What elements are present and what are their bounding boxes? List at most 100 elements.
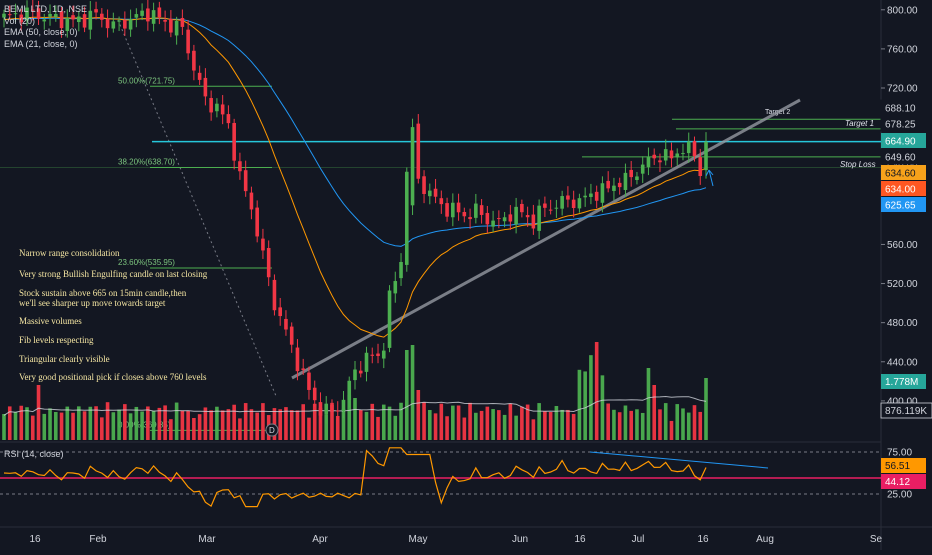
time-tick-label: Aug	[756, 534, 774, 545]
candle-body	[261, 238, 265, 251]
volume-bar	[594, 342, 599, 440]
volume-bar	[376, 416, 380, 440]
volume-bar	[318, 407, 323, 440]
candle-body	[243, 170, 248, 192]
volume-bar	[617, 412, 622, 440]
candle-body	[358, 370, 363, 374]
candle-body	[554, 207, 559, 209]
volume-bar	[445, 416, 449, 440]
rsi-value-label: 56.51	[885, 461, 910, 472]
candle-body	[318, 402, 323, 416]
time-tick-label: Apr	[312, 534, 328, 545]
candle-body	[100, 13, 104, 20]
price-tick-label: 760.00	[887, 44, 918, 55]
volume-bar	[531, 419, 536, 440]
volume-bar	[232, 404, 236, 440]
volume-avg-bg	[880, 402, 932, 419]
candle-body	[307, 372, 311, 390]
volume-bar	[324, 414, 329, 440]
volume-bar	[2, 414, 6, 440]
rsi-band-label: 75.00	[887, 448, 912, 459]
candle-body	[278, 307, 282, 317]
candle-body	[704, 141, 708, 171]
candle-body	[456, 202, 461, 213]
volume-bar	[347, 395, 352, 440]
candle-body	[560, 196, 564, 209]
volume-bar	[663, 403, 668, 440]
volume-bar	[169, 419, 173, 440]
volume-bar	[543, 411, 547, 440]
candle-body	[497, 218, 501, 220]
dividend-marker	[265, 423, 279, 437]
volume-bar	[312, 403, 317, 440]
volume-bar	[261, 403, 265, 440]
volume-label-bg	[881, 374, 926, 389]
candle-body	[105, 18, 110, 29]
volume-bar	[652, 385, 657, 440]
price-tick-label: 440.00	[887, 357, 918, 368]
level-label: Stop Loss	[840, 160, 876, 169]
candle-body	[77, 16, 81, 23]
volume-bar	[410, 345, 415, 440]
candle-body	[169, 18, 173, 33]
candle-body	[128, 19, 133, 30]
volume-bar	[404, 350, 409, 440]
candle-body	[255, 207, 259, 237]
candle-body	[658, 160, 662, 163]
volume-bar	[19, 405, 24, 440]
volume-bar	[704, 378, 708, 440]
volume-bar	[77, 406, 81, 440]
candle-body	[174, 20, 179, 36]
candle-body	[301, 368, 306, 371]
candle-body	[42, 19, 47, 22]
price-tick-label: 400.00	[887, 396, 918, 407]
volume-bar	[681, 408, 685, 440]
volume-bar	[474, 412, 478, 440]
candle-body	[445, 203, 449, 217]
candle-body	[675, 153, 680, 158]
candle-body	[238, 161, 242, 172]
candle-body	[681, 153, 685, 155]
candle-body	[123, 20, 127, 29]
candle-body	[157, 7, 162, 18]
candle-body	[226, 114, 231, 124]
candle-body	[451, 202, 455, 218]
volume-bar	[105, 402, 110, 440]
candle-body	[272, 279, 277, 311]
ema21-line	[3, 16, 707, 338]
candle-body	[514, 206, 518, 225]
candle-body	[594, 191, 599, 201]
candle-body	[479, 205, 484, 215]
volume-bar	[635, 409, 639, 440]
volume-bar	[399, 402, 403, 440]
candle-body	[2, 13, 6, 18]
candle-body	[543, 203, 547, 208]
candle-body	[474, 203, 478, 218]
symbol-title: BEML LTD, 1D, NSE	[4, 4, 88, 14]
candle-body	[692, 141, 697, 157]
volume-bar	[278, 409, 282, 440]
volume-bar	[134, 406, 139, 440]
overlay-lines: 50.00%(721.75) 38.20%(638.70) 23.60%(535.9…	[0, 19, 881, 431]
candle-body	[686, 141, 691, 154]
candle-body	[71, 15, 75, 20]
time-tick-label: Se	[870, 534, 883, 545]
volume-bar	[623, 405, 628, 440]
note-text: Triangular clearly visible	[19, 354, 110, 364]
volume-bar	[146, 406, 150, 440]
volume-bar	[658, 409, 662, 440]
note-text: Fib levels respecting	[19, 335, 94, 345]
candle-body	[284, 318, 288, 330]
volume-bar	[640, 412, 645, 440]
candle-body	[341, 399, 346, 412]
rsi-title: RSI (14, close)	[4, 449, 64, 459]
time-tick-label: Feb	[89, 534, 107, 545]
candle-body	[232, 122, 236, 161]
price-tick-label: 520.00	[887, 279, 918, 290]
volume-bar	[525, 404, 530, 440]
candle-body	[203, 77, 208, 97]
volume-bar	[416, 390, 421, 440]
ema21-legend: EMA (21, close, 0)	[4, 38, 78, 49]
